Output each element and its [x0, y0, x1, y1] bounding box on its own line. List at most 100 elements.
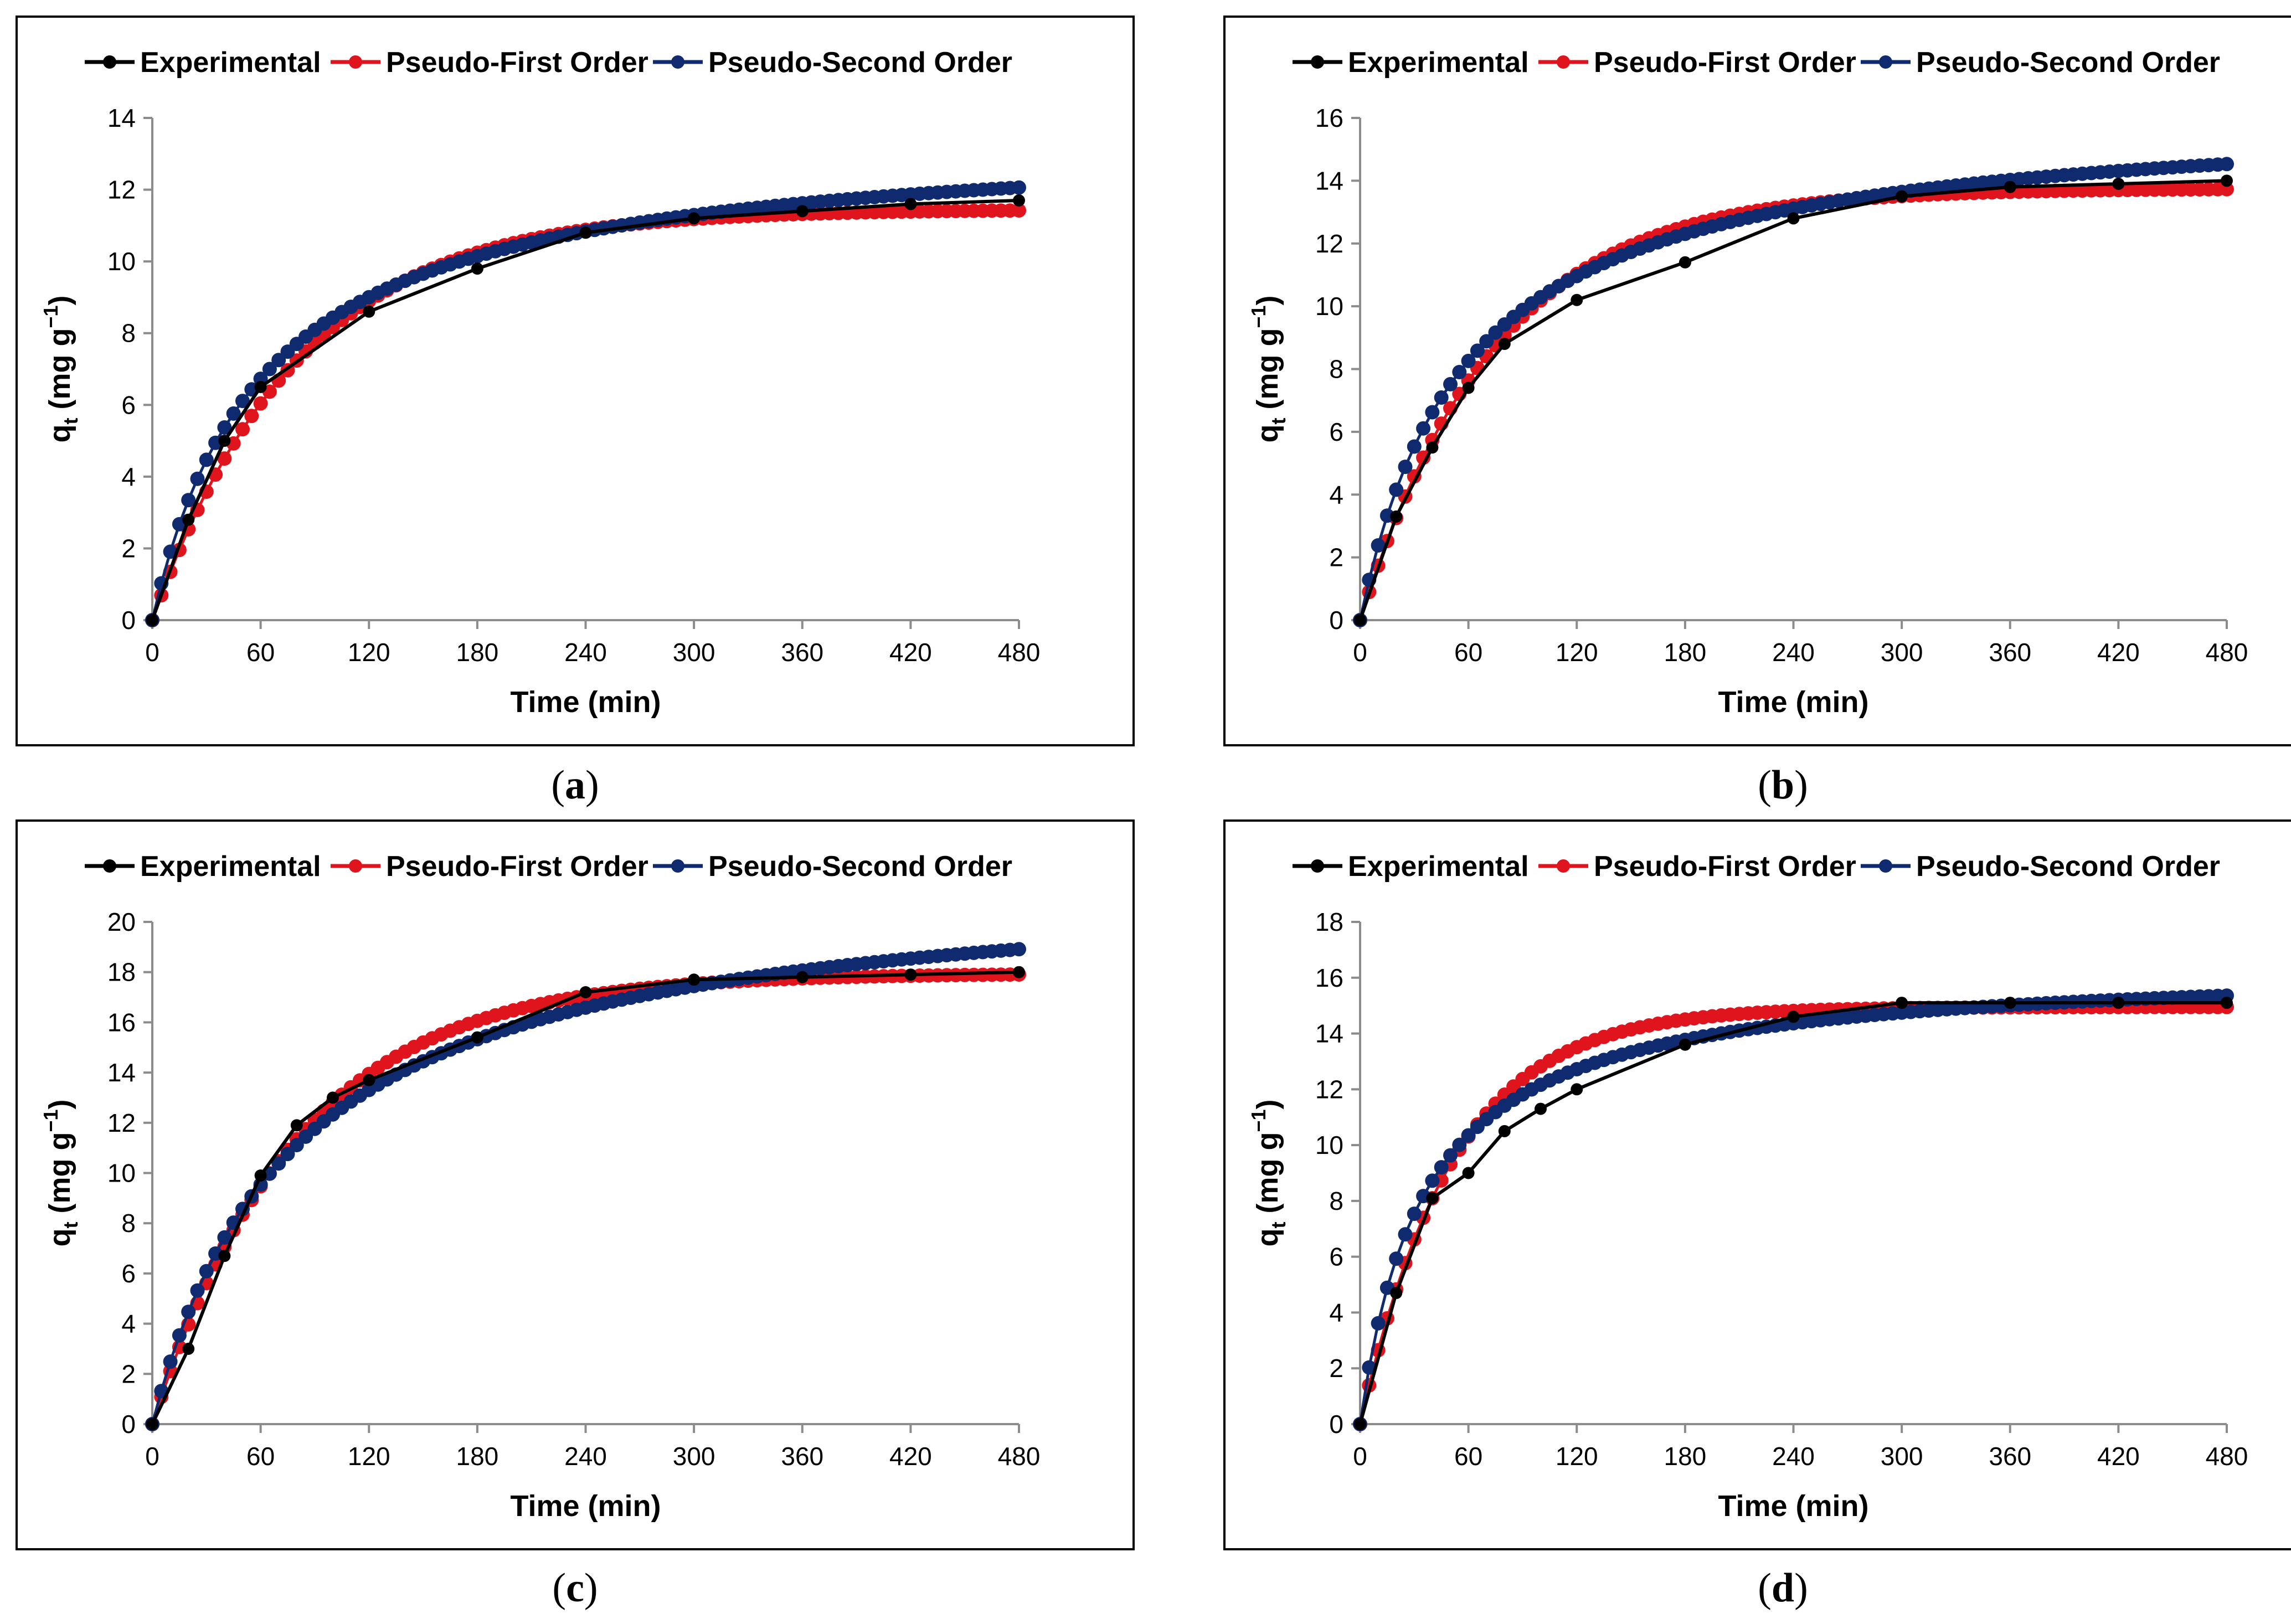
data-point-pso: [1434, 390, 1449, 405]
y-tick-label: 10: [1315, 1131, 1343, 1159]
x-tick-label: 0: [1353, 638, 1367, 667]
chart-panel-d: 0 60 120 180 240 300 360 420 480 0 2 4 6 8 10 12 14 16 18 T…: [1223, 819, 2291, 1606]
x-tick-label: 0: [145, 1442, 159, 1471]
data-point-pso: [1443, 1148, 1458, 1163]
y-tick-label: 12: [1315, 229, 1343, 258]
x-tick-label: 240: [1772, 1442, 1815, 1471]
y-tick-label: 4: [121, 1309, 136, 1338]
y-tick-label: 2: [1329, 543, 1343, 572]
data-point-pfo: [253, 396, 268, 411]
y-tick-label: 10: [107, 247, 136, 276]
data-point-pso: [1425, 1173, 1440, 1188]
data-point-experimental: [796, 205, 809, 218]
legend-label-pfo: Pseudo-First Order: [386, 850, 648, 883]
data-point-experimental: [1354, 614, 1366, 626]
y-tick-label: 2: [1329, 1354, 1343, 1383]
data-point-pso: [1434, 1160, 1449, 1175]
x-tick-label: 360: [781, 1442, 823, 1471]
legend-marker: [349, 55, 362, 69]
x-tick-label: 0: [145, 638, 159, 667]
data-point-pso: [217, 1230, 232, 1245]
x-tick-label: 180: [456, 1442, 499, 1471]
y-tick-label: 14: [1315, 1019, 1343, 1048]
data-point-experimental: [290, 1119, 303, 1132]
x-tick-label: 60: [246, 638, 275, 667]
data-point-experimental: [254, 1169, 267, 1182]
data-point-pso: [1398, 460, 1413, 475]
data-point-experimental: [1571, 1083, 1583, 1096]
caption-c: (c): [16, 1565, 1135, 1612]
legend-item-pso: Pseudo-Second Order: [653, 47, 1012, 79]
legend: Experimental Pseudo-First Order Pseudo-Sec…: [85, 850, 1012, 883]
legend-marker: [1879, 55, 1892, 69]
data-point-pso: [280, 1147, 295, 1162]
data-point-pso: [181, 493, 196, 508]
data-point-pso: [1452, 1137, 1467, 1152]
series-pso: [1353, 157, 2234, 627]
x-tick-label: 480: [998, 1442, 1041, 1471]
caption-d: (d): [1223, 1565, 2291, 1612]
legend: Experimental Pseudo-First Order Pseudo-Sec…: [1293, 850, 2220, 883]
legend-label-experimental: Experimental: [140, 850, 321, 883]
y-tick-label: 10: [1315, 292, 1343, 321]
legend-item-pso: Pseudo-Second Order: [653, 850, 1012, 883]
y-tick-label: 16: [107, 1008, 136, 1037]
y-tick-label: 10: [107, 1159, 136, 1188]
data-point-experimental: [688, 212, 701, 225]
chart-panel-c: 0 60 120 180 240 300 360 420 480 0 2 4 6 8 10 12 14 16 18 2…: [16, 819, 1135, 1606]
data-point-experimental: [1390, 510, 1403, 523]
data-point-experimental: [1679, 1038, 1691, 1051]
data-point-experimental: [796, 971, 809, 983]
series-experimental: [146, 194, 1025, 626]
y-tick-label: 12: [1315, 1075, 1343, 1104]
caption-a-letter: a: [565, 762, 585, 808]
legend-item-experimental: Experimental: [1293, 47, 1529, 79]
legend-marker: [1557, 55, 1570, 69]
y-tick-label: 2: [121, 1359, 136, 1388]
caption-b-open: (: [1758, 762, 1772, 808]
caption-a: (a): [16, 762, 1135, 809]
legend-label-pso: Pseudo-Second Order: [1916, 47, 2220, 79]
legend-marker: [671, 55, 684, 69]
chart-svg-c: 0 60 120 180 240 300 360 420 480 0 2 4 6 8 10 12 14 16 18 2…: [16, 819, 1135, 1550]
data-point-experimental: [1535, 1102, 1547, 1115]
data-point-experimental: [1896, 190, 1908, 203]
legend-marker: [671, 859, 684, 873]
chart-svg-b: 0 60 120 180 240 300 360 420 480 0 2 4 6 8 10 12 14 16 Tim…: [1223, 16, 2291, 746]
data-point-pso: [1389, 1251, 1404, 1266]
caption-d-open: (: [1758, 1565, 1772, 1611]
x-tick-label: 60: [246, 1442, 275, 1471]
caption-c-open: (: [552, 1565, 567, 1611]
legend-marker: [1879, 859, 1892, 873]
data-point-experimental: [2112, 178, 2125, 190]
y-axis-title: qt (mg g−1): [39, 295, 82, 442]
x-tick-label: 360: [781, 638, 823, 667]
legend-label-pfo: Pseudo-First Order: [386, 47, 648, 79]
y-tick-label: 18: [1315, 908, 1343, 936]
data-point-experimental: [1354, 1418, 1366, 1430]
x-tick-label: 420: [2097, 638, 2140, 667]
caption-c-letter: c: [566, 1565, 584, 1611]
data-point-pso: [1012, 942, 1026, 957]
legend-marker: [1311, 859, 1324, 873]
data-point-experimental: [146, 1418, 158, 1430]
legend-marker: [1311, 55, 1324, 69]
data-point-experimental: [2221, 174, 2233, 187]
data-point-pso: [1407, 439, 1422, 454]
legend-item-pso: Pseudo-Second Order: [1861, 850, 2220, 883]
series-pso: [145, 942, 1026, 1431]
data-point-pfo: [1012, 203, 1026, 218]
chart-frame: [1223, 819, 2291, 1550]
legend-label-pso: Pseudo-Second Order: [708, 850, 1012, 883]
data-point-pso: [271, 1156, 286, 1171]
x-tick-label: 120: [348, 638, 390, 667]
data-point-pso: [289, 1138, 304, 1152]
x-tick-label: 120: [348, 1442, 390, 1471]
x-tick-label: 300: [673, 638, 715, 667]
series-experimental: [146, 966, 1025, 1430]
y-tick-label: 16: [1315, 963, 1343, 992]
data-point-experimental: [1013, 966, 1025, 978]
data-point-experimental: [363, 1074, 375, 1086]
x-tick-label: 240: [564, 638, 607, 667]
x-tick-label: 360: [1989, 1442, 2031, 1471]
